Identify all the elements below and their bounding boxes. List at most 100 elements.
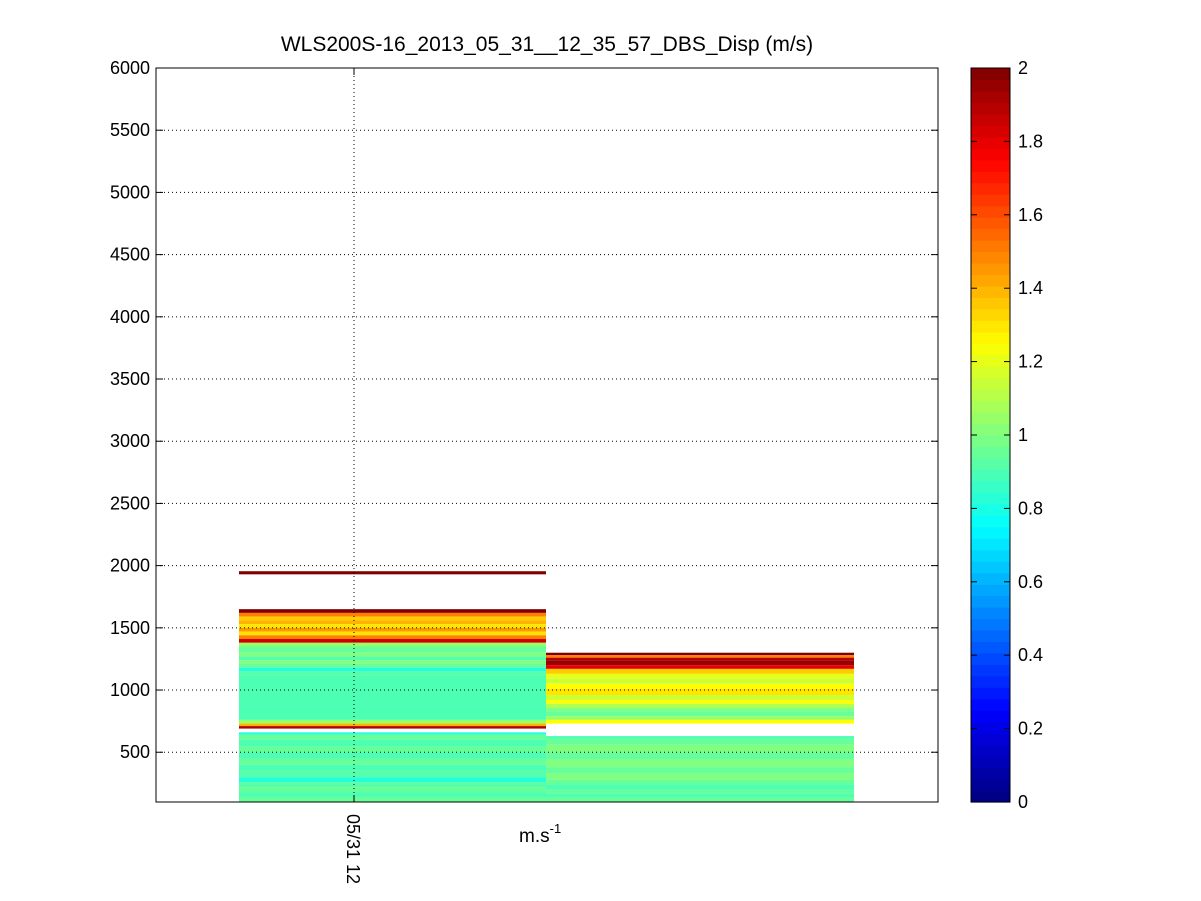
colorbar-swatch: [971, 652, 1010, 665]
y-tick-label: 2500: [110, 493, 150, 513]
colorbar-swatch: [971, 538, 1010, 551]
heatmap-cell: [239, 770, 546, 778]
heatmap-cell: [546, 695, 854, 700]
heatmap-cell: [546, 744, 854, 753]
heatmap-cell: [546, 716, 854, 720]
heatmap-cell: [239, 624, 546, 628]
y-tick-label: 3000: [110, 431, 150, 451]
heatmap-cell: [239, 723, 546, 727]
colorbar-swatch: [971, 572, 1010, 585]
colorbar-swatch: [971, 446, 1010, 459]
heatmap-cell: [239, 660, 546, 664]
heatmap-cell: [546, 752, 854, 760]
heatmap-cell: [239, 739, 546, 747]
colorbar-swatch: [971, 457, 1010, 471]
x-axis-label-base: m.s: [519, 826, 550, 847]
heatmap-cell: [546, 703, 854, 708]
colorbar-swatch: [971, 526, 1010, 539]
y-tick-label: 5500: [110, 120, 150, 140]
y-tick-label: 6000: [110, 58, 150, 78]
colorbar-swatch: [971, 480, 1010, 493]
colorbar-tick-label: 0.4: [1018, 645, 1043, 665]
colorbar-swatch: [971, 435, 1010, 448]
colorbar-swatch: [971, 285, 1010, 298]
x-tick-label: 05/31 12: [343, 814, 363, 884]
heatmap-cell: [546, 688, 854, 696]
plot-area: 500 1000 1500 2000 2500 3000 3500 4000 4500 5000 5…: [110, 58, 939, 884]
heatmap-cell: [546, 793, 854, 798]
colorbar-tick-label: 0.8: [1018, 498, 1043, 518]
heatmap-cell: [239, 777, 546, 783]
colorbar-swatch: [971, 205, 1010, 218]
colorbar-swatch: [971, 721, 1010, 734]
heatmap-cell: [546, 711, 854, 717]
colorbar-swatch: [971, 469, 1010, 482]
heatmap-cell: [239, 797, 546, 802]
heatmap-cell: [239, 787, 546, 793]
heatmap-cell: [239, 792, 546, 798]
heatmap-cells: [239, 571, 854, 802]
colorbar-tick-label: 0.2: [1018, 719, 1043, 739]
colorbar-swatch: [971, 377, 1010, 390]
y-tick-label: 5000: [110, 182, 150, 202]
colorbar-swatch: [971, 733, 1010, 746]
heatmap-cell: [239, 671, 546, 676]
heatmap-cell: [239, 746, 546, 753]
colorbar-axis: 0 0.2 0.4 0.6 0.8 1 1.2 1.4 1.6 1.8 2: [971, 58, 1043, 812]
y-tick-label: 1500: [110, 618, 150, 638]
heatmap-cell: [546, 797, 854, 802]
colorbar-swatch: [971, 148, 1010, 161]
y-axis: 500 1000 1500 2000 2500 3000 3500 4000 4500 5000 5…: [110, 58, 938, 762]
colorbar-swatch: [971, 756, 1010, 769]
heatmap-cell: [546, 736, 854, 739]
heatmap-cell: [239, 663, 546, 668]
colorbar-swatch: [971, 343, 1010, 356]
colorbar-swatch: [971, 159, 1010, 172]
heatmap-cell: [239, 764, 546, 771]
colorbar-swatch: [971, 240, 1010, 253]
colorbar-swatch: [971, 607, 1010, 620]
heatmap-cell: [546, 660, 854, 666]
y-tick-label: 1000: [110, 680, 150, 700]
colorbar-swatch: [971, 136, 1010, 149]
heatmap-cell: [546, 719, 854, 724]
heatmap-cell: [546, 738, 854, 745]
colorbar-swatch: [971, 217, 1010, 230]
heatmap-cell: [239, 656, 546, 661]
colorbar-swatch: [971, 698, 1010, 711]
colorbar-tick-label: 0.6: [1018, 572, 1043, 592]
colorbar-swatch: [971, 102, 1010, 115]
colorbar-swatch: [971, 68, 1010, 81]
colorbar-swatch: [971, 423, 1010, 436]
heatmap-cell: [239, 639, 546, 643]
colorbar-tick-label: 1.4: [1018, 278, 1043, 298]
colorbar-swatch: [971, 744, 1010, 757]
y-tick-label: 4000: [110, 307, 150, 327]
colorbar-swatch: [971, 492, 1010, 505]
colorbar-swatch: [971, 251, 1010, 264]
colorbar-tick-label: 1.6: [1018, 205, 1043, 225]
heatmap-cell: [239, 734, 546, 740]
heatmap-cell: [546, 683, 854, 689]
colorbar-swatch: [971, 710, 1010, 723]
y-tick-label: 3500: [110, 369, 150, 389]
colorbar-tick-label: 2: [1018, 58, 1028, 78]
heatmap-cell: [546, 678, 854, 684]
colorbar-swatch: [971, 629, 1010, 643]
heatmap-cell: [239, 726, 546, 729]
heatmap-cell: [239, 620, 546, 625]
chart-title: WLS200S-16_2013_05_31__12_35_57_DBS_Disp…: [281, 33, 813, 56]
colorbar-gradient: [971, 68, 1010, 803]
y-tick-label: 4500: [110, 245, 150, 265]
heatmap-cell: [239, 732, 546, 735]
x-axis: 05/31 12: [343, 68, 363, 884]
colorbar-tick-label: 1.2: [1018, 352, 1043, 372]
heatmap-cell: [546, 652, 854, 656]
heatmap-cell: [239, 667, 546, 672]
colorbar-swatch: [971, 503, 1010, 516]
colorbar-swatch: [971, 561, 1010, 574]
heatmap-cell: [239, 635, 546, 640]
colorbar-swatch: [971, 171, 1010, 184]
heatmap-cell: [239, 719, 546, 724]
heatmap-cell: [546, 707, 854, 712]
